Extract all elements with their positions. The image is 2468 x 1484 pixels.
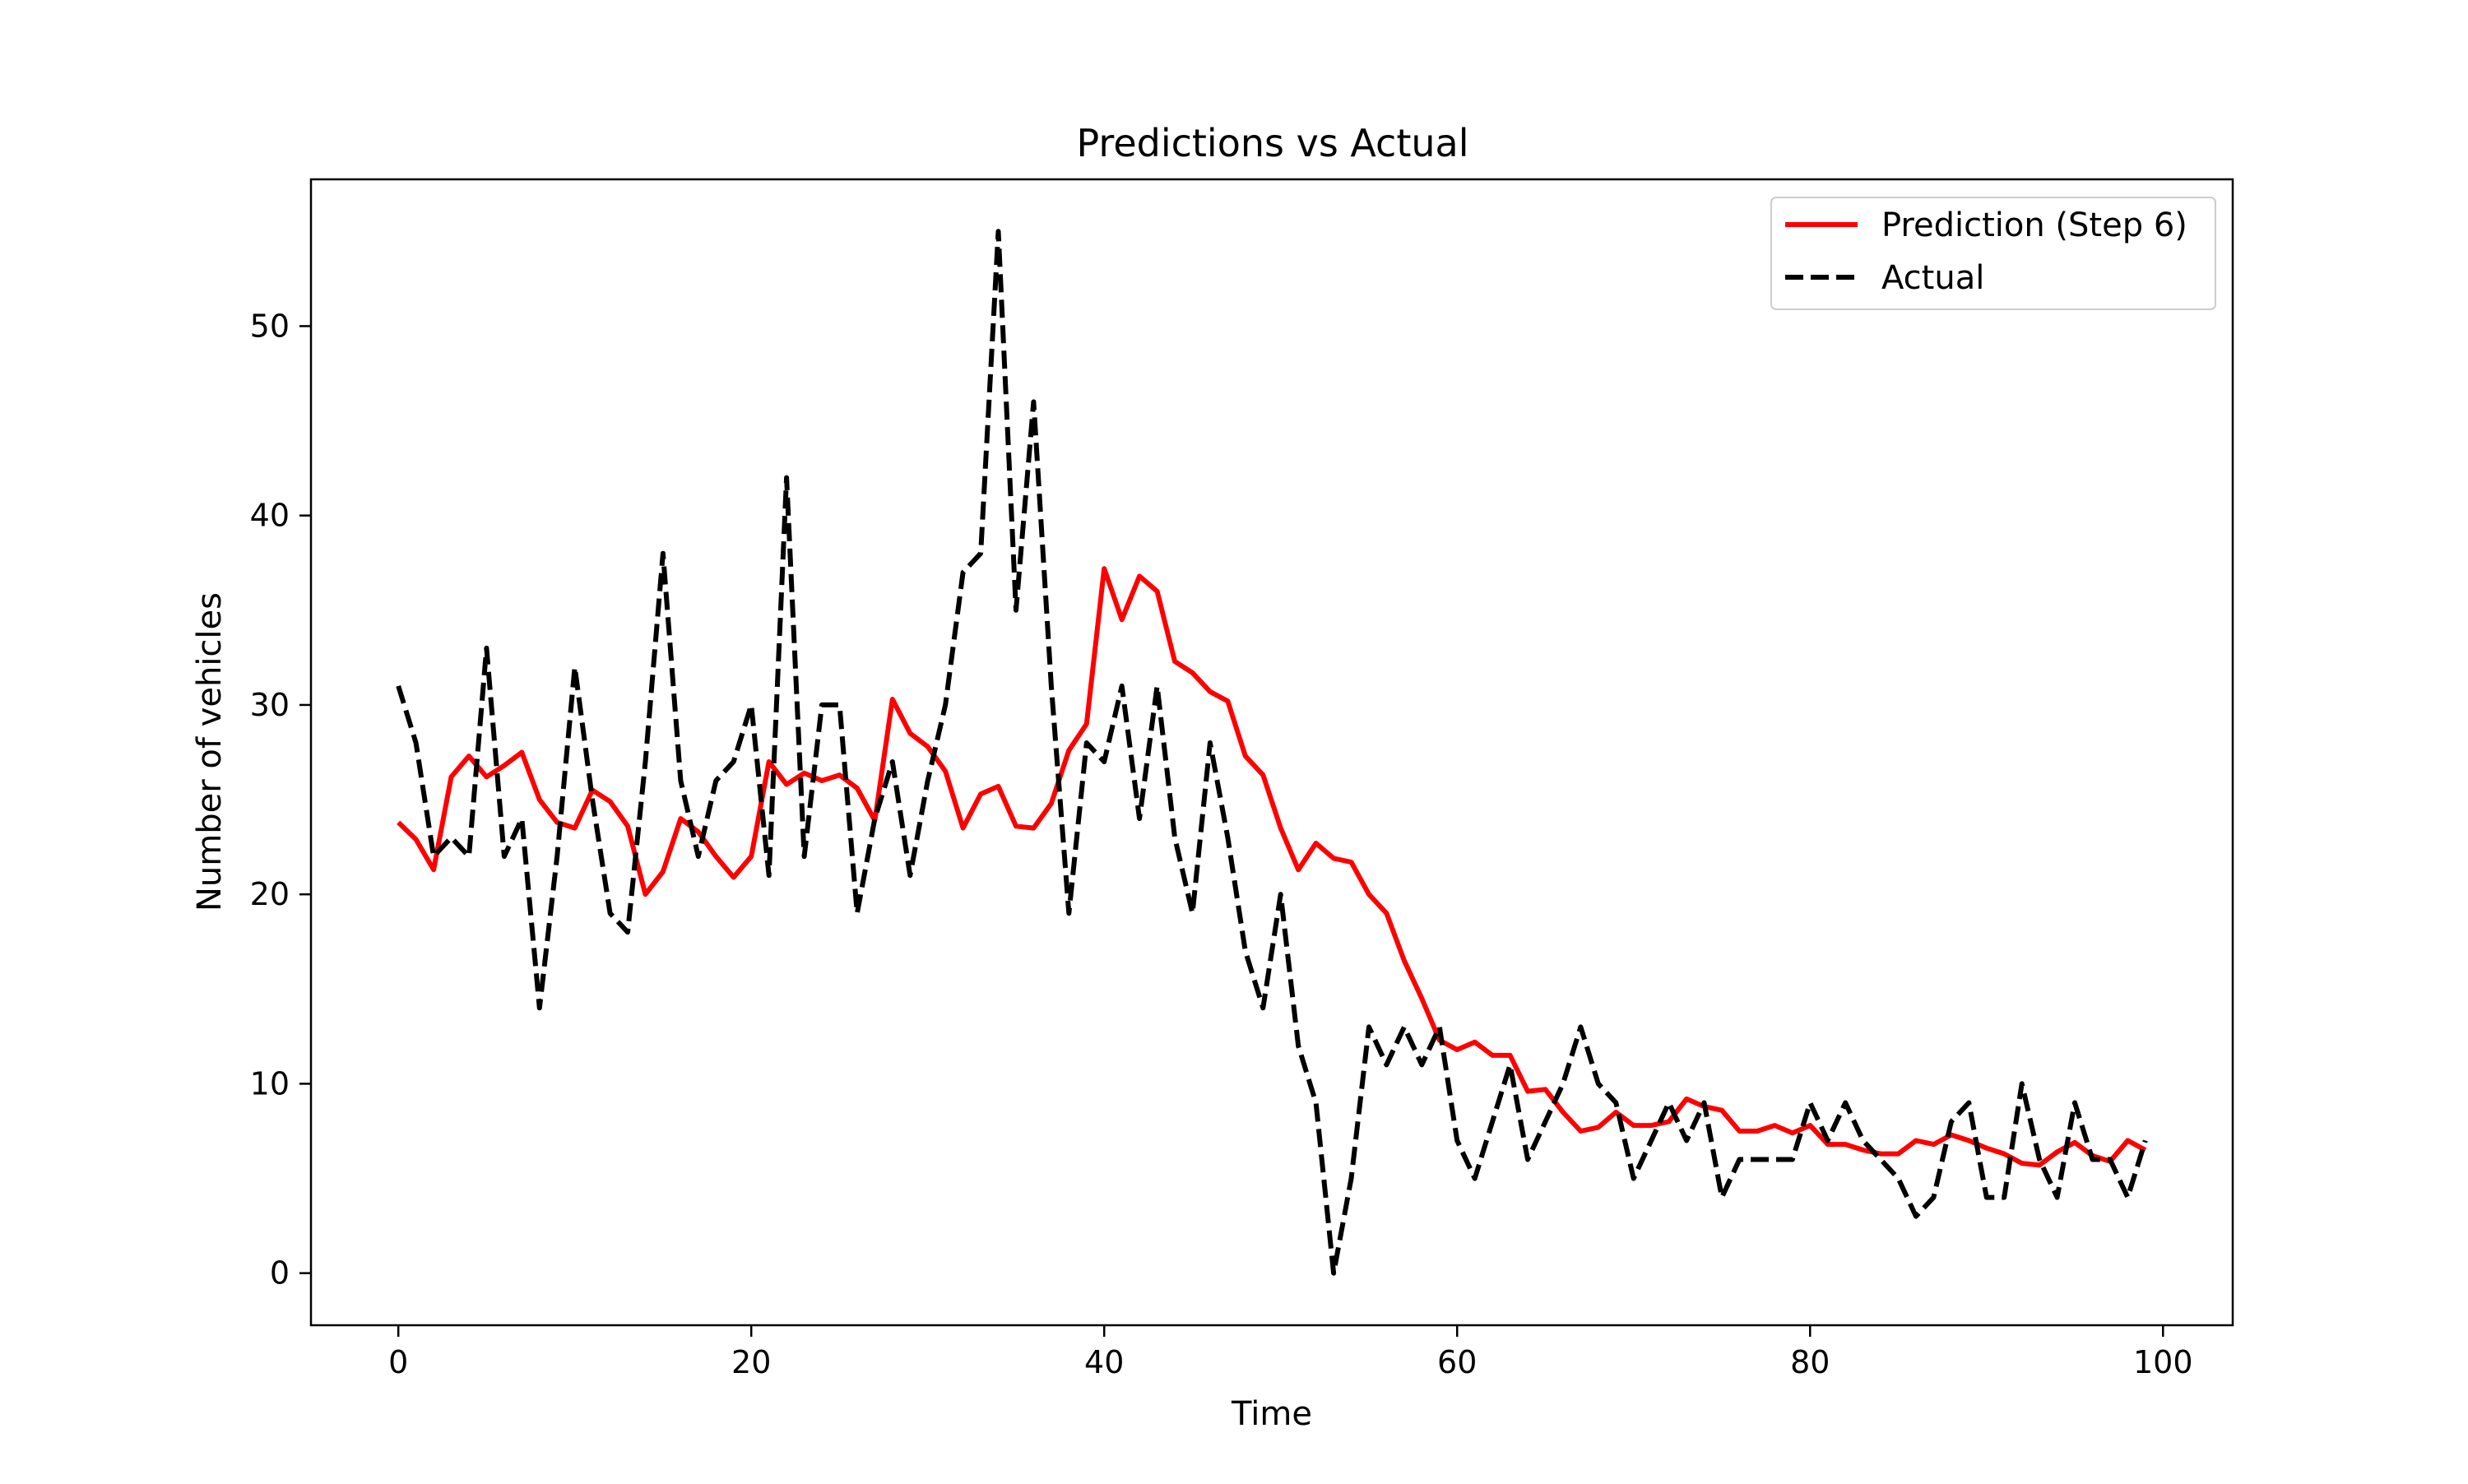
series-layer: [396, 229, 2148, 1276]
legend-label-prediction: Prediction (Step 6): [1881, 206, 2187, 244]
legend: Prediction (Step 6) Actual: [1770, 197, 2216, 310]
y-tick-label: 0: [270, 1255, 290, 1292]
x-tick-label: 80: [1790, 1344, 1830, 1380]
series-line-actual: [396, 229, 2148, 1276]
x-tick-label: 20: [731, 1344, 771, 1380]
y-tick-label: 30: [250, 687, 290, 723]
y-tick-label: 50: [250, 308, 290, 344]
x-tick-label: 100: [2133, 1344, 2193, 1380]
y-axis-label: Number of vehicles: [191, 592, 229, 911]
x-tick-label: 40: [1084, 1344, 1124, 1380]
x-tick-label: 0: [388, 1344, 408, 1380]
chart-title: Predictions vs Actual: [1076, 121, 1468, 165]
y-tick-label: 20: [250, 876, 290, 912]
y-tick-label: 40: [250, 498, 290, 534]
x-axis-label: Time: [1231, 1395, 1312, 1433]
x-tick-label: 60: [1437, 1344, 1477, 1380]
plot-frame: [309, 178, 2234, 1327]
y-tick-label: 10: [250, 1065, 290, 1101]
legend-box: [1770, 197, 2216, 310]
legend-label-actual: Actual: [1881, 259, 1984, 297]
ticks-layer: 0 20 40 60 80 100 0 10 20 30 40 50: [250, 308, 2193, 1380]
